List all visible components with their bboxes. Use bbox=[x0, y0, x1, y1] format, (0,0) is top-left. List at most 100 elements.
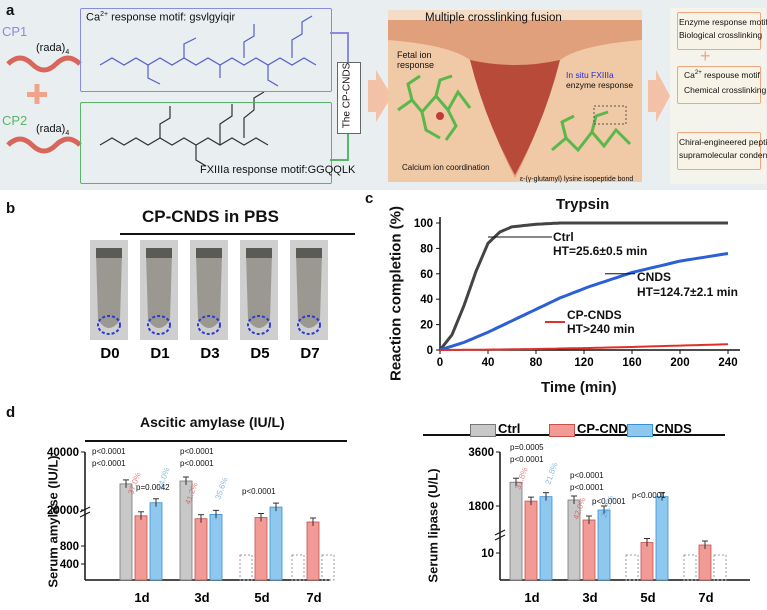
y-tick-label-1800: 1800 bbox=[468, 501, 494, 513]
calcium-ion bbox=[436, 112, 444, 120]
bar-placeholder-CNDS-7d bbox=[321, 554, 335, 581]
legend-label-CNDS: CNDS bbox=[655, 421, 692, 436]
cp1-tail-wave bbox=[6, 55, 82, 73]
lipase-pct-1: 21.8% bbox=[543, 461, 559, 485]
amylase-stat-3: p<0.0001 bbox=[180, 447, 214, 456]
vial-gel-D7 bbox=[296, 254, 322, 328]
bar-CNDS-3d bbox=[209, 513, 223, 581]
bar-CP-CNDS-1d bbox=[134, 515, 148, 581]
trypsin-xlabel: Time (min) bbox=[541, 379, 617, 396]
ann-ctrl-2: HT=25.6±0.5 min bbox=[553, 244, 648, 258]
calcium-box bbox=[677, 66, 761, 104]
x-tick-label-200: 200 bbox=[670, 357, 689, 369]
vial-meniscus-D3 bbox=[196, 248, 222, 258]
fetal-response-text: response bbox=[397, 60, 435, 70]
y-tick-label-800: 800 bbox=[60, 541, 79, 553]
x-label-7d: 7d bbox=[698, 590, 713, 605]
cp2-structure bbox=[99, 91, 269, 167]
day-label-D3: D3 bbox=[200, 345, 220, 362]
x-tick-label-240: 240 bbox=[718, 357, 737, 369]
x-tick-label-40: 40 bbox=[482, 357, 495, 369]
cp2-tail-wave bbox=[6, 136, 82, 154]
isopeptide-caption: ε-(γ-glutamyl) lysine isopeptide bond bbox=[520, 176, 634, 183]
calcium-caption: Calcium ion coordination bbox=[402, 163, 490, 172]
x-tick-label-0: 0 bbox=[437, 357, 443, 369]
amylase-stat-1: p<0.0001 bbox=[92, 459, 126, 468]
vial-meniscus-D7 bbox=[296, 248, 322, 258]
amylase-stat-5: p<0.0001 bbox=[242, 487, 276, 496]
bar-placeholder-Ctrl-5d bbox=[239, 554, 253, 581]
vials-photo bbox=[90, 240, 328, 340]
x-label-3d: 3d bbox=[194, 590, 209, 605]
calcium-box-line1: Ca2+ respouse motif bbox=[684, 70, 760, 80]
cp1-structure bbox=[99, 15, 317, 87]
cp-cnds-vertical-label: The CP-CNDS bbox=[341, 62, 353, 129]
cp2-motif-box bbox=[80, 102, 332, 184]
legend-swatch-CNDS bbox=[627, 424, 653, 437]
vial-circle-D1 bbox=[147, 315, 171, 335]
condensate-box-line1: Chiral-engineered peptide bbox=[679, 137, 767, 147]
lipase-chart: 10 1800 3600 1d 3d 5d 7d p=0.0005 p<0.0001 p<0.00… bbox=[468, 443, 750, 605]
amylase-chart: 400 800 20000 40000 1d 3d 5d 7d p<0.0001 p<0.0001… bbox=[47, 447, 335, 605]
legend-label-Ctrl: Ctrl bbox=[498, 421, 521, 436]
bar-CNDS-5d bbox=[269, 506, 283, 581]
enzyme-box-line2: Biological crosslinking bbox=[679, 30, 763, 40]
x-label-1d: 1d bbox=[134, 590, 149, 605]
vial-gel-D1 bbox=[146, 254, 172, 328]
ann-cp-2: HT>240 min bbox=[567, 322, 635, 336]
ann-cnds-2: HT=124.7±2.1 min bbox=[637, 285, 738, 299]
series-line-CP-CNDS bbox=[440, 343, 729, 351]
y-tick-label-20: 20 bbox=[420, 320, 433, 332]
wound-cavity bbox=[470, 60, 560, 175]
vial-meniscus-D1 bbox=[146, 248, 172, 258]
bar-CP-CNDS-7d bbox=[306, 521, 320, 581]
bar-CP-CNDS-5d bbox=[640, 542, 654, 581]
vial-meniscus-D5 bbox=[246, 248, 272, 258]
lipase-pct-0: 31.8% bbox=[513, 466, 529, 490]
x-label-7d: 7d bbox=[306, 590, 321, 605]
bar-Ctrl-1d bbox=[509, 481, 523, 581]
vial-circle-D5 bbox=[247, 315, 271, 335]
series-line-CNDS bbox=[439, 252, 729, 352]
vial-circle-D7 bbox=[297, 315, 321, 335]
bar-CNDS-3d bbox=[597, 509, 611, 581]
bar-placeholder-CNDS-7d bbox=[713, 554, 727, 581]
bar-placeholder-Ctrl-5d bbox=[625, 554, 639, 581]
axis-break bbox=[494, 529, 506, 541]
y-tick-label-60: 60 bbox=[420, 269, 433, 281]
y-tick-label-400: 400 bbox=[60, 559, 79, 571]
amylase-pct-3: 35.6% bbox=[213, 476, 229, 500]
molecule-right bbox=[551, 110, 632, 153]
y-tick-label-0: 0 bbox=[427, 345, 433, 357]
bar-CNDS-5d bbox=[655, 496, 669, 581]
condensate-box bbox=[677, 132, 761, 170]
bar-CP-CNDS-3d bbox=[582, 519, 596, 581]
y-tick-label-40: 40 bbox=[420, 294, 433, 306]
panel-d-label: d bbox=[6, 404, 16, 421]
trypsin-title: Trypsin bbox=[556, 196, 610, 213]
bar-CP-CNDS-3d bbox=[194, 518, 208, 581]
fetal-ion-text: Fetal ion bbox=[397, 50, 432, 60]
panel-a-graphics bbox=[6, 10, 720, 182]
bar-CP-CNDS-1d bbox=[524, 500, 538, 581]
arrow-right-2 bbox=[648, 70, 670, 122]
vial-meniscus-D0 bbox=[96, 248, 122, 258]
trypsin-chart: 0 40 80 120 160 200 240 0 20 40 60 80 100 bbox=[414, 217, 740, 369]
y-tick-label-20000: 20000 bbox=[47, 505, 79, 517]
lipase-stat-5: p<0.0001 bbox=[632, 491, 666, 500]
cp2-motif-text: FXIIIa response motif:GGQQLK bbox=[200, 164, 356, 176]
cp1-bracket bbox=[330, 32, 349, 62]
bar-CNDS-1d bbox=[539, 496, 553, 581]
day-label-D0: D0 bbox=[100, 345, 120, 362]
vial-circle-D3 bbox=[197, 315, 221, 335]
right-plus: + bbox=[700, 46, 711, 66]
legend-swatch-CP-CNDS bbox=[549, 424, 575, 437]
series-line-Ctrl bbox=[438, 221, 728, 351]
bar-Ctrl-1d bbox=[119, 483, 133, 581]
arrow-right-1 bbox=[368, 70, 392, 122]
y-tick-label-100: 100 bbox=[414, 218, 433, 230]
vial-gel-D5 bbox=[246, 254, 272, 328]
bar-placeholder-Ctrl-7d bbox=[683, 554, 697, 581]
panel-a-label: a bbox=[6, 2, 15, 19]
cp1-label: CP1 bbox=[2, 24, 28, 39]
